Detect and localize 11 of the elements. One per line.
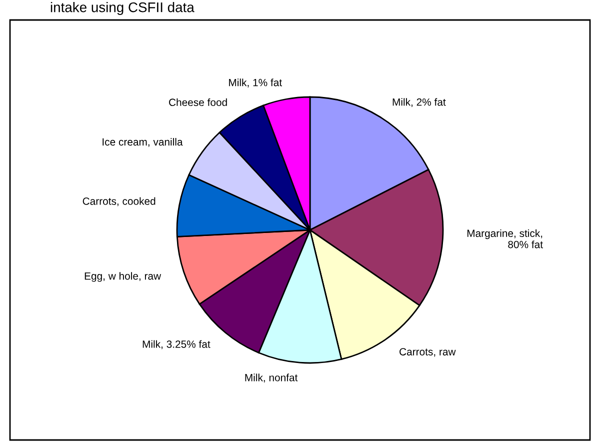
chart-title: intake using CSFII data — [50, 2, 194, 15]
slice-label: Margarine, stick, 80% fat — [467, 229, 543, 248]
slice-label: Cheese food — [169, 98, 227, 106]
slice-label: Carrots, cooked — [82, 197, 156, 206]
slice-label: Milk, nonfat — [245, 374, 298, 383]
slice-label: Egg, w hole, raw — [84, 272, 162, 282]
slice-label: Milk, 2% fat — [392, 98, 446, 108]
slice-label: Milk, 1% fat — [229, 78, 282, 88]
slice-label: Milk, 3.25% fat — [142, 340, 210, 350]
slice-label: Ice cream, vanilla — [102, 138, 183, 147]
slice-label: Carrots, raw — [400, 348, 456, 357]
